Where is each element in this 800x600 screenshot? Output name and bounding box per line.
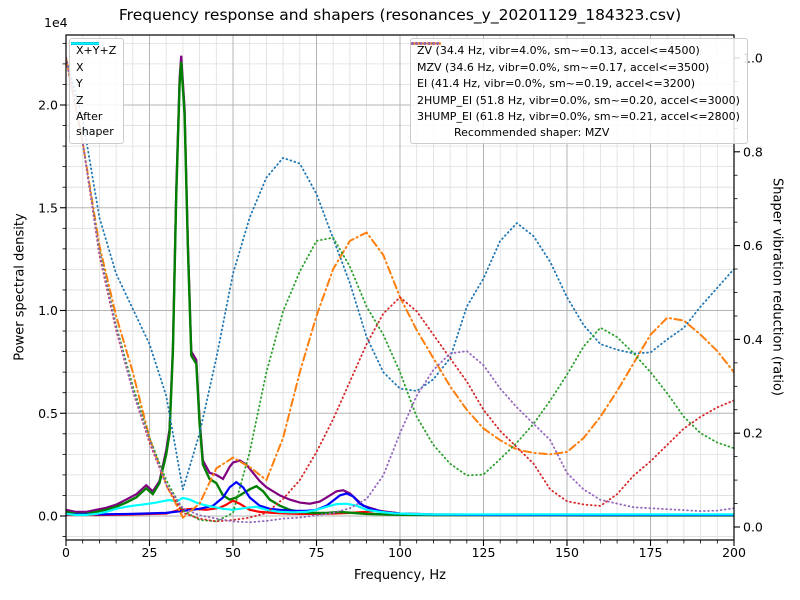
legend-label-ei: EI (41.4 Hz, vibr=0.0%, sm~=0.19, accel<… (417, 77, 695, 91)
legend-label-3hump-ei: 3HUMP_EI (61.8 Hz, vibr=0.0%, sm~=0.21, … (417, 110, 740, 124)
legend-item-2hump-ei: 2HUMP_EI (51.8 Hz, vibr=0.0%, sm~=0.20, … (411, 42, 740, 110)
svg-text:0.0: 0.0 (38, 509, 58, 524)
svg-text:0.4: 0.4 (743, 332, 763, 347)
chart-title: Frequency response and shapers (resonanc… (118, 6, 682, 24)
legend-label-mzv: MZV (34.6 Hz, vibr=0.0%, sm~=0.17, accel… (417, 60, 710, 74)
svg-text:150: 150 (555, 545, 579, 560)
svg-text:75: 75 (309, 545, 325, 560)
svg-text:1.0: 1.0 (743, 51, 763, 66)
y-axis-offset-label: 1e4 (44, 15, 68, 30)
legend-item-psd-y: Y (71, 42, 116, 93)
legend-label-2hump-ei: 2HUMP_EI (51.8 Hz, vibr=0.0%, sm~=0.20, … (417, 93, 740, 107)
svg-text:200: 200 (722, 545, 746, 560)
legend-swatch-3hump-ei (411, 42, 441, 45)
legend-item-ei: EI (41.4 Hz, vibr=0.0%, sm~=0.19, accel<… (411, 42, 740, 93)
legend-label-psd-z: Z (76, 93, 84, 107)
legend-psd: X+Y+Z X Y Z After shaper (69, 38, 125, 145)
legend-label-psd-after-shaper: After shaper (76, 110, 114, 138)
svg-text:125: 125 (472, 545, 496, 560)
legend-item-zv: ZV (34.4 Hz, vibr=4.0%, sm~=0.13, accel<… (411, 42, 740, 60)
legend-item-psd-x: X (71, 42, 116, 77)
series-2hump-ei (66, 57, 734, 523)
svg-text:175: 175 (639, 545, 663, 560)
curves (66, 55, 734, 524)
legend-item-mzv: MZV (34.6 Hz, vibr=0.0%, sm~=0.17, accel… (411, 42, 740, 77)
y-axis-label-right: Shaper vibration reduction (ratio) (769, 178, 785, 396)
legend-label-zv: ZV (34.4 Hz, vibr=4.0%, sm~=0.13, accel<… (417, 44, 700, 57)
series-after-shaper (66, 496, 734, 517)
legend-item-psd-after-shaper: After shaper (71, 42, 116, 140)
legend-label-psd-y: Y (76, 77, 83, 91)
svg-text:0: 0 (62, 545, 70, 560)
series-3hump-ei (66, 57, 734, 524)
svg-text:0.2: 0.2 (743, 426, 763, 441)
svg-text:50: 50 (225, 545, 241, 560)
svg-text:0.5: 0.5 (38, 406, 58, 421)
svg-text:0.0: 0.0 (743, 520, 763, 535)
legend-shapers: ZV (34.4 Hz, vibr=4.0%, sm~=0.13, accel<… (410, 38, 748, 145)
ticks: 0 25 50 75 100 125 150 175 200 0.0 0.5 1.0 1.5 2.0 0.0… (38, 42, 763, 560)
svg-text:0.6: 0.6 (743, 238, 763, 253)
y-axis-label-left: Power spectral density (12, 213, 28, 361)
svg-text:2.0: 2.0 (38, 98, 58, 113)
x-axis-label: Frequency, Hz (353, 568, 447, 583)
svg-text:1.5: 1.5 (38, 200, 58, 215)
legend-footer: Recommended shaper: MZV (454, 125, 610, 139)
svg-text:25: 25 (142, 545, 158, 560)
svg-text:1.0: 1.0 (38, 303, 58, 318)
svg-text:100: 100 (388, 545, 412, 560)
legend-swatch-psd-after-shaper (71, 42, 99, 45)
series-y (66, 61, 734, 517)
legend-item-psd-z: Z (71, 42, 116, 110)
legend-item-3hump-ei: 3HUMP_EI (61.8 Hz, vibr=0.0%, sm~=0.21, … (411, 42, 740, 126)
svg-text:0.8: 0.8 (743, 144, 763, 159)
legend-label-psd-x: X (76, 60, 84, 74)
series-zv (66, 57, 734, 490)
legend-label-psd-total: X+Y+Z (76, 44, 117, 57)
